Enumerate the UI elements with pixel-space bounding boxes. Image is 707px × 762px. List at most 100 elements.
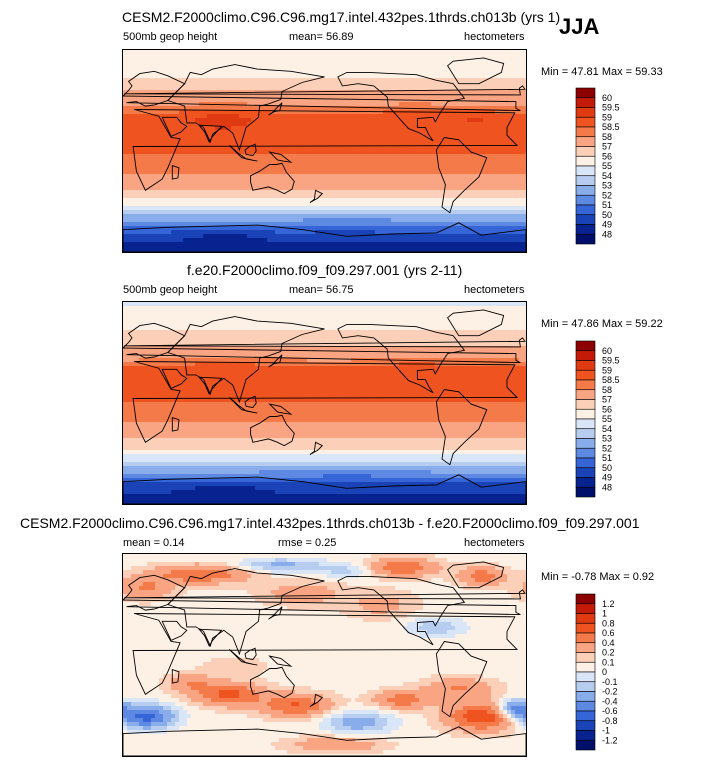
field-cell	[371, 58, 375, 62]
field-cell	[143, 134, 147, 138]
field-cell	[359, 114, 363, 118]
field-cell	[411, 122, 415, 126]
field-cell	[247, 194, 251, 198]
field-cell	[271, 198, 275, 202]
field-cell	[435, 90, 439, 94]
field-cell	[347, 78, 351, 82]
field-cell	[155, 74, 159, 78]
field-cell	[407, 234, 411, 238]
field-cell	[339, 230, 343, 234]
field-cell	[283, 98, 287, 102]
field-cell	[495, 186, 499, 190]
field-cell	[403, 230, 407, 234]
field-cell	[175, 114, 179, 118]
field-cell	[251, 206, 255, 210]
field-cell	[419, 206, 423, 210]
field-cell	[407, 218, 411, 222]
field-cell	[435, 182, 439, 186]
field-cell	[379, 134, 383, 138]
field-cell	[279, 182, 283, 186]
field-cell	[195, 130, 199, 134]
field-cell	[211, 186, 215, 190]
field-cell	[467, 154, 471, 158]
field-cell	[275, 130, 279, 134]
field-cell	[191, 218, 195, 222]
field-cell	[235, 234, 239, 238]
field-cell	[235, 198, 239, 202]
field-cell	[355, 50, 359, 54]
field-cell	[171, 238, 175, 242]
field-cell	[467, 90, 471, 94]
field-cell	[495, 50, 499, 54]
field-cell	[471, 174, 475, 178]
field-cell	[319, 82, 323, 86]
field-cell	[507, 130, 511, 134]
field-cell	[223, 206, 227, 210]
field-cell	[483, 214, 487, 218]
field-cell	[347, 166, 351, 170]
field-cell	[231, 186, 235, 190]
field-cell	[347, 74, 351, 78]
field-cell	[183, 78, 187, 82]
field-cell	[427, 190, 431, 194]
field-cell	[355, 86, 359, 90]
field-cell	[279, 206, 283, 210]
field-cell	[143, 206, 147, 210]
field-cell	[399, 190, 403, 194]
field-cell	[423, 186, 427, 190]
field-cell	[259, 130, 263, 134]
field-cell	[347, 198, 351, 202]
field-cell	[515, 210, 519, 214]
field-cell	[163, 134, 167, 138]
field-cell	[239, 66, 243, 70]
field-cell	[127, 134, 131, 138]
field-cell	[135, 130, 139, 134]
field-cell	[507, 62, 511, 66]
field-cell	[267, 166, 271, 170]
field-cell	[199, 94, 203, 98]
field-cell	[327, 214, 331, 218]
field-cell	[363, 126, 367, 130]
field-cell	[163, 202, 167, 206]
field-cell	[315, 210, 319, 214]
field-cell	[163, 166, 167, 170]
field-cell	[127, 230, 131, 234]
field-cell	[167, 170, 171, 174]
field-cell	[479, 202, 483, 206]
field-cell	[139, 218, 143, 222]
field-cell	[251, 86, 255, 90]
field-cell	[371, 146, 375, 150]
field-cell	[467, 66, 471, 70]
field-cell	[327, 118, 331, 122]
field-cell	[255, 62, 259, 66]
field-cell	[339, 166, 343, 170]
field-cell	[339, 114, 343, 118]
field-cell	[339, 198, 343, 202]
field-cell	[375, 230, 379, 234]
field-cell	[251, 114, 255, 118]
field-cell	[163, 214, 167, 218]
field-cell	[147, 198, 151, 202]
field-cell	[407, 134, 411, 138]
field-cell	[495, 142, 499, 146]
field-cell	[495, 166, 499, 170]
field-cell	[291, 198, 295, 202]
field-cell	[467, 150, 471, 154]
field-cell	[307, 118, 311, 122]
field-cell	[271, 182, 275, 186]
field-cell	[307, 138, 311, 142]
field-cell	[303, 78, 307, 82]
field-cell	[251, 118, 255, 122]
field-cell	[479, 126, 483, 130]
field-cell	[211, 78, 215, 82]
field-cell	[431, 102, 435, 106]
field-cell	[471, 74, 475, 78]
field-cell	[403, 150, 407, 154]
field-cell	[299, 94, 303, 98]
field-cell	[319, 222, 323, 226]
field-cell	[271, 118, 275, 122]
field-cell	[123, 78, 127, 82]
field-cell	[231, 194, 235, 198]
field-cell	[223, 162, 227, 166]
field-cell	[467, 138, 471, 142]
